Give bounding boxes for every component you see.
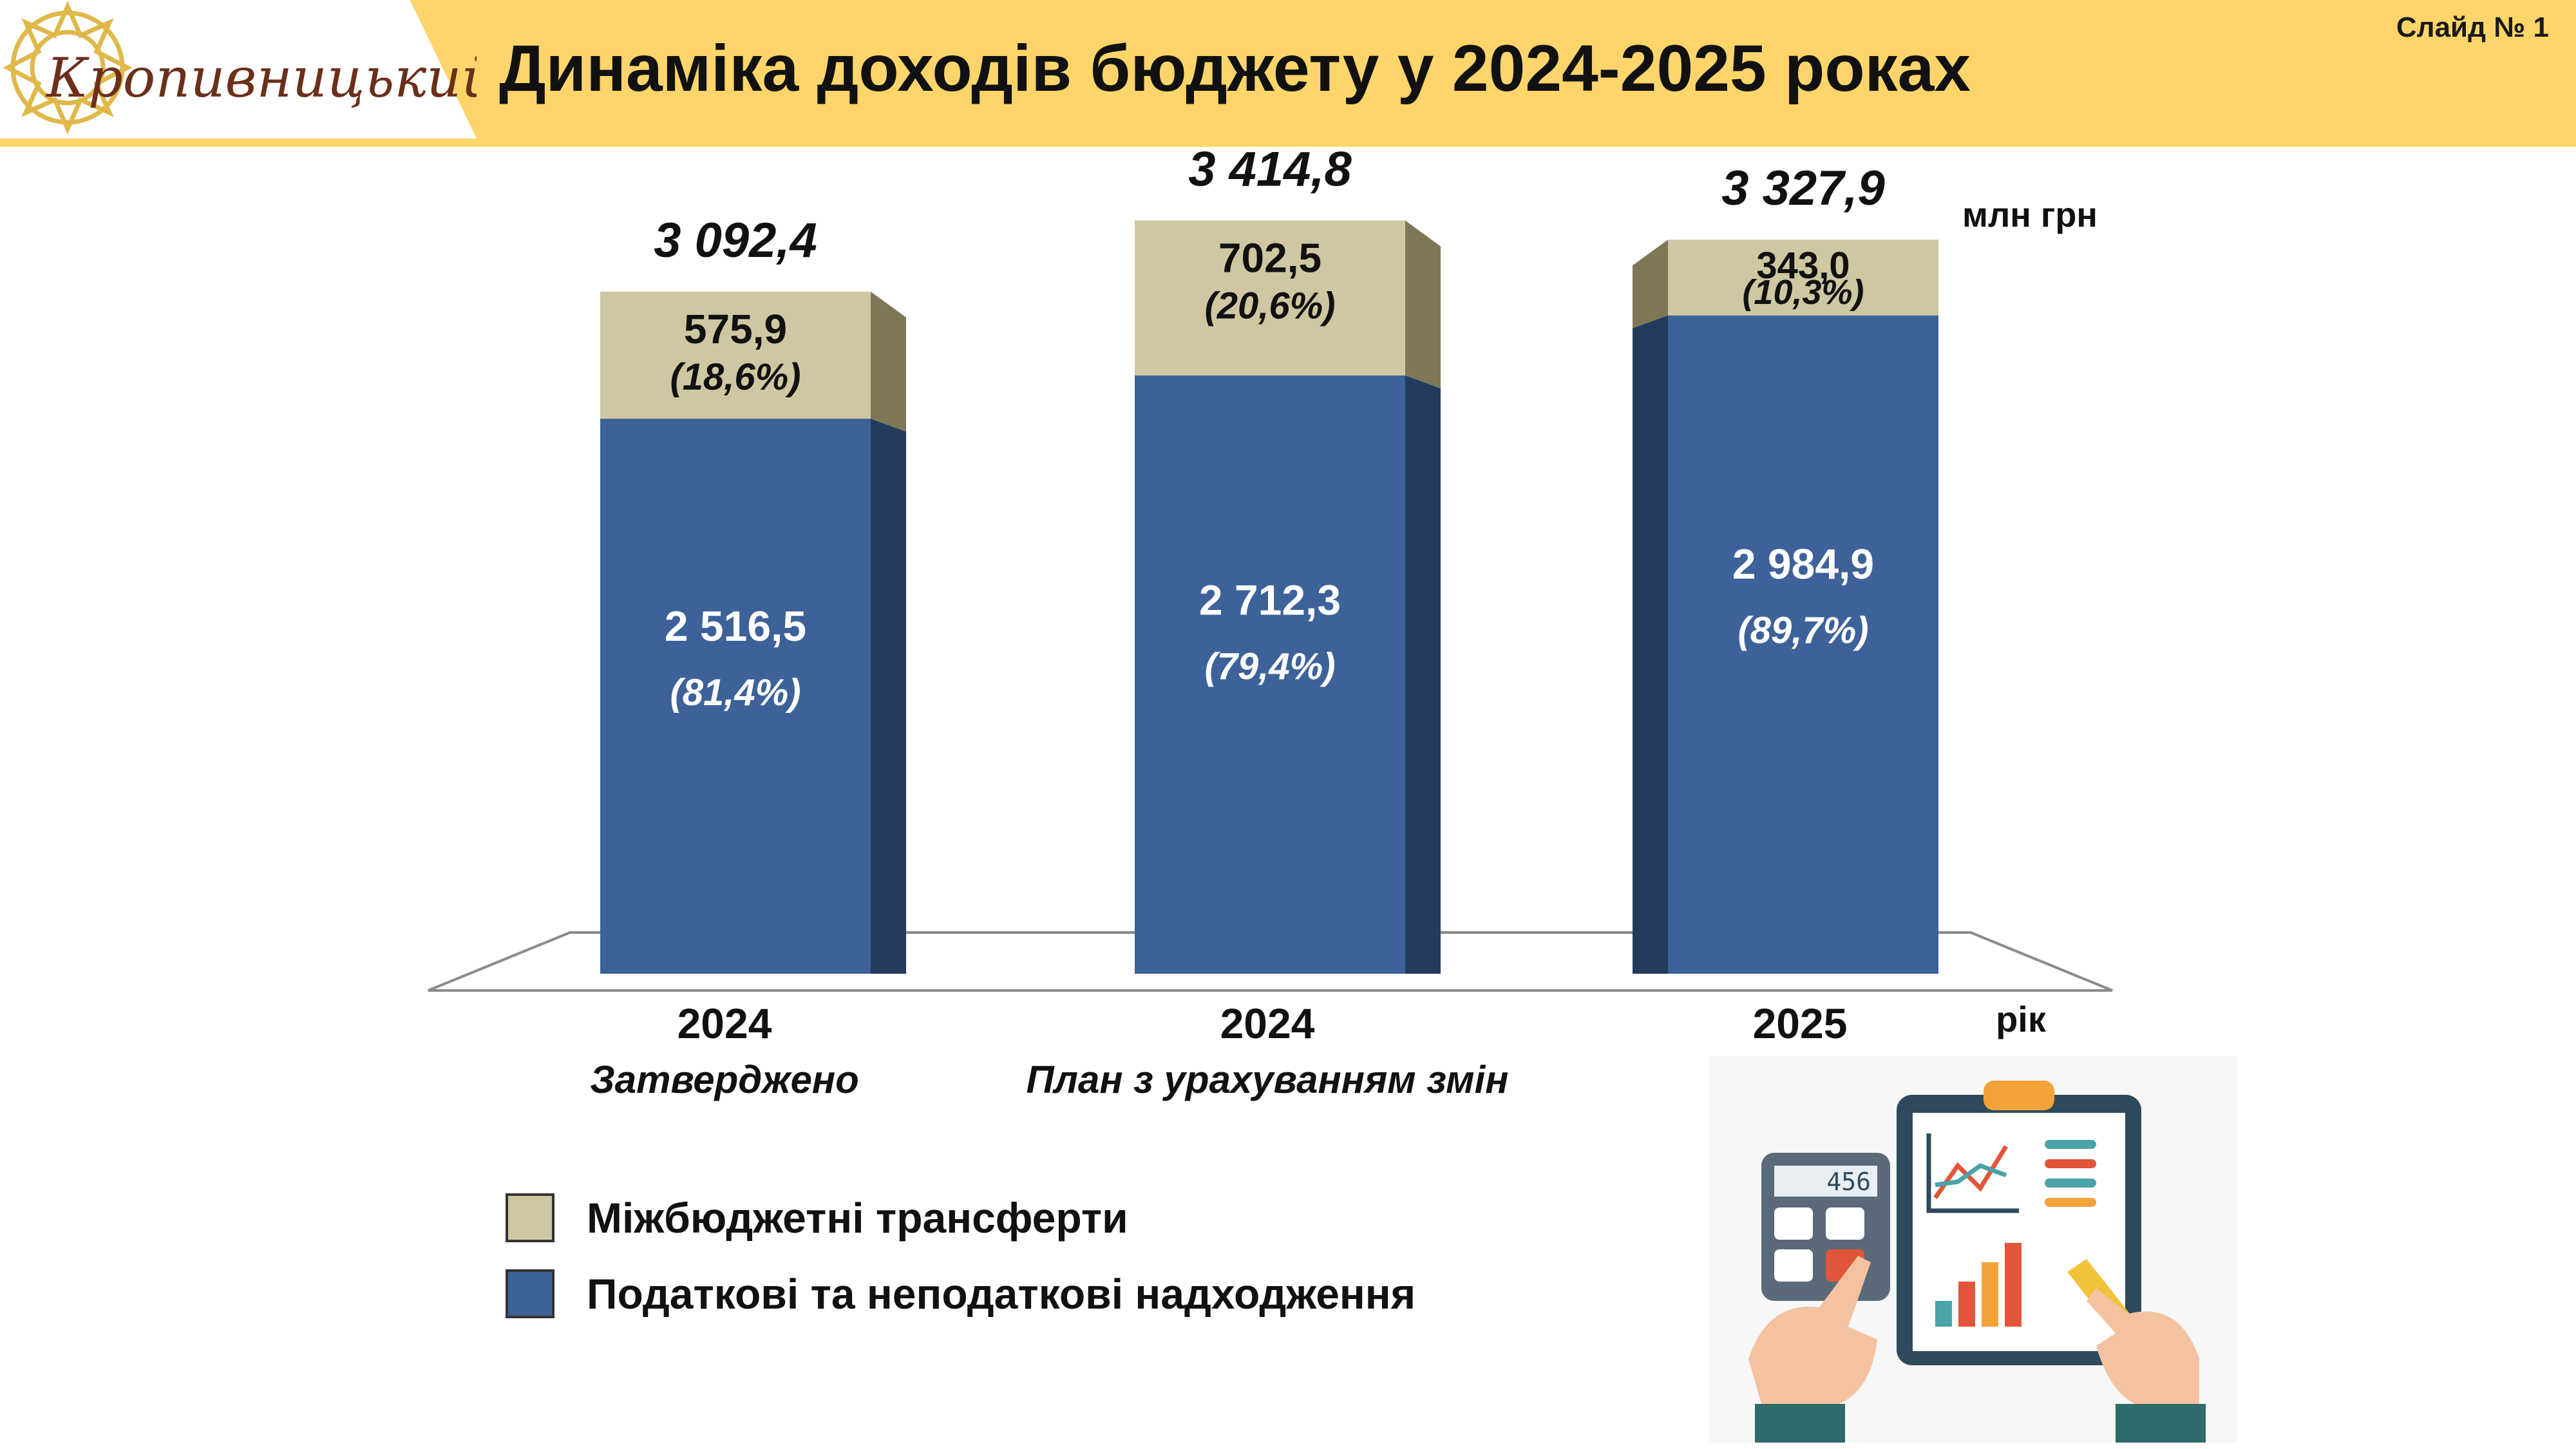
- budget-planning-illustration: 456: [1710, 1056, 2238, 1443]
- bar-tax-revenue-0: [600, 419, 871, 974]
- logo-wordmark: Кропивницький: [45, 46, 477, 109]
- page-title: Динаміка доходів бюджету у 2024-2025 рок…: [499, 32, 1971, 105]
- total-label-2: 3 327,9: [1721, 161, 1885, 216]
- bar-transfers-2: [1668, 240, 1938, 316]
- tax-share-label-0: (81,4%): [670, 672, 800, 714]
- x-axis-label: рік: [1996, 999, 2047, 1039]
- transfers-value-label-1: 702,5: [1218, 234, 1321, 281]
- tax-value-label-1: 2 712,3: [1199, 576, 1341, 624]
- total-label-1: 3 414,8: [1188, 142, 1352, 196]
- transfers-value-label-0: 575,9: [684, 306, 787, 352]
- tax-share-label-1: (79,4%): [1204, 646, 1335, 688]
- bar-transfers-1: [1135, 220, 1405, 376]
- bar-side-transfers-2: [1633, 240, 1668, 328]
- legend-swatch-transfers: [506, 1193, 554, 1242]
- legend-item-transfers: Міжбюджетні трансферти: [506, 1191, 1416, 1244]
- unit-label: млн грн: [1962, 196, 2098, 234]
- city-logo: Кропивницький: [3, 1, 477, 135]
- svg-text:456: 456: [1826, 1168, 1871, 1196]
- legend-item-tax-revenue: Податкові та неподаткові надходження: [506, 1267, 1416, 1320]
- slide-number: Слайд № 1: [2396, 12, 2549, 43]
- logo-panel: [0, 0, 477, 138]
- hands-icon: [1748, 1256, 2206, 1443]
- transfers-share-label-2: (10,3%): [1742, 273, 1864, 312]
- ornament-icon: [3, 1, 133, 135]
- transfers-share-label-0: (18,6%): [670, 356, 800, 398]
- x-tick-note-1: План з урахуванням змін: [1027, 1058, 1509, 1101]
- bar-graph-icon: [1935, 1243, 2022, 1327]
- bar-side-transfers-0: [871, 291, 906, 432]
- x-tick-year-1: 2024: [1220, 999, 1315, 1047]
- total-label-0: 3 092,4: [654, 213, 817, 268]
- x-tick-year-0: 2024: [677, 999, 772, 1047]
- legend: Міжбюджетні трансферти Податкові та непо…: [506, 1191, 1416, 1343]
- x-tick-note-0: Затверджено: [590, 1058, 859, 1101]
- list-lines-icon: [2045, 1140, 2096, 1207]
- legend-label-transfers: Міжбюджетні трансферти: [587, 1194, 1128, 1242]
- bar-transfers-0: [600, 291, 871, 419]
- bar-side-tax-0: [871, 419, 906, 974]
- line-graph-icon: [1926, 1133, 2019, 1213]
- legend-swatch-tax-revenue: [506, 1269, 554, 1318]
- calculator-icon: 456: [1761, 1153, 1890, 1301]
- bar-tax-revenue-2: [1668, 315, 1938, 974]
- tax-share-label-2: (89,7%): [1738, 610, 1868, 652]
- transfers-share-label-1: (20,6%): [1204, 285, 1335, 327]
- bar-side-transfers-1: [1405, 220, 1441, 389]
- x-tick-year-2: 2025: [1753, 999, 1848, 1047]
- tax-value-label-0: 2 516,5: [665, 602, 806, 650]
- transfers-value-label-2: 343,0: [1756, 245, 1850, 287]
- bar-tax-revenue-1: [1135, 375, 1405, 974]
- legend-label-tax-revenue: Податкові та неподаткові надходження: [587, 1270, 1416, 1318]
- tax-value-label-2: 2 984,9: [1732, 540, 1874, 588]
- bar-side-tax-2: [1633, 315, 1668, 974]
- bar-side-tax-1: [1405, 375, 1441, 974]
